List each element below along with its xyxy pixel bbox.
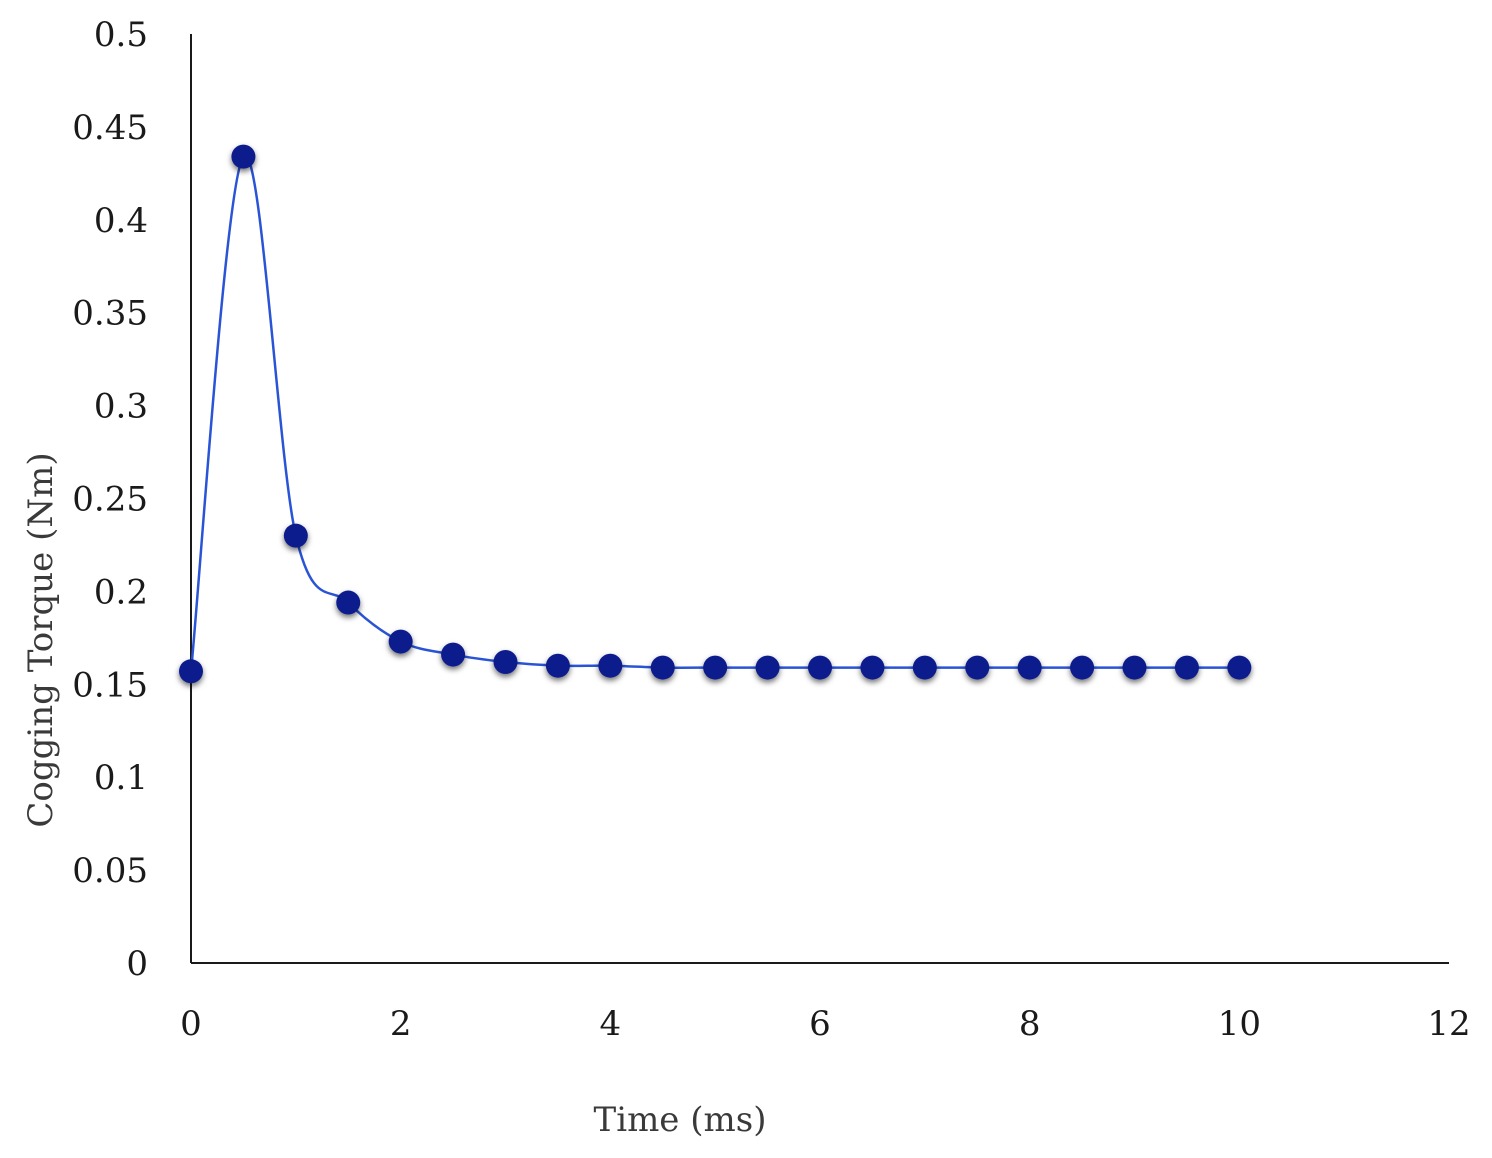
y-axis-title: Cogging Torque (Nm) xyxy=(21,452,61,827)
data-point xyxy=(231,144,256,169)
data-point xyxy=(755,655,780,680)
data-point xyxy=(1174,655,1199,680)
data-point xyxy=(441,642,466,667)
x-tick-label: 2 xyxy=(390,1004,412,1044)
data-point xyxy=(1122,655,1147,680)
x-tick-label: 0 xyxy=(180,1004,202,1044)
data-point xyxy=(1227,655,1252,680)
x-tick-label: 4 xyxy=(600,1004,622,1044)
y-tick-label: 0.2 xyxy=(94,572,148,612)
data-point xyxy=(283,523,308,548)
y-tick-label: 0.1 xyxy=(94,758,148,798)
data-point xyxy=(545,653,570,678)
data-point xyxy=(598,653,623,678)
data-point xyxy=(650,655,675,680)
y-tick-label: 0.3 xyxy=(94,387,148,427)
x-tick-label: 12 xyxy=(1427,1004,1470,1044)
x-axis-tick-labels: 0 2 4 6 8 10 12 xyxy=(180,1004,1470,1044)
x-tick-label: 8 xyxy=(1019,1004,1041,1044)
y-tick-label: 0.05 xyxy=(72,851,148,891)
x-tick-label: 10 xyxy=(1218,1004,1261,1044)
y-tick-label: 0.45 xyxy=(72,108,148,148)
y-tick-label: 0.25 xyxy=(72,480,148,520)
y-axis-tick-labels: 0 0.05 0.1 0.15 0.2 0.25 0.3 0.35 0.4 0.45 0.5 xyxy=(72,15,148,984)
series-markers xyxy=(179,144,1252,684)
y-tick-label: 0.4 xyxy=(94,201,148,241)
data-point xyxy=(912,655,937,680)
data-point xyxy=(1017,655,1042,680)
data-point xyxy=(493,650,518,675)
data-point xyxy=(965,655,990,680)
data-point xyxy=(1070,655,1095,680)
data-point xyxy=(388,629,413,654)
data-point xyxy=(860,655,885,680)
y-tick-label: 0 xyxy=(126,944,148,984)
data-point xyxy=(179,659,203,684)
data-point xyxy=(336,590,361,615)
y-tick-label: 0.15 xyxy=(72,665,148,705)
x-tick-label: 6 xyxy=(809,1004,831,1044)
y-tick-label: 0.5 xyxy=(94,15,148,55)
y-tick-label: 0.35 xyxy=(72,294,148,334)
data-point xyxy=(808,655,832,680)
data-point xyxy=(703,655,728,680)
x-axis-title: Time (ms) xyxy=(594,1100,767,1140)
